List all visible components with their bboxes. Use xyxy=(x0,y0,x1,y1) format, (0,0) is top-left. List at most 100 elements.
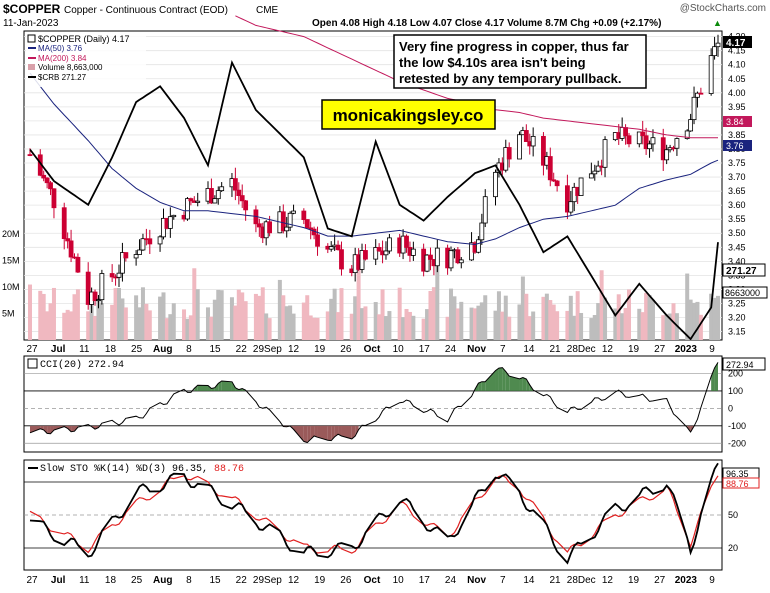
cci-legend: CCI(20) 272.94 xyxy=(27,358,124,371)
price-tick-label: 3.45 xyxy=(728,242,746,252)
legend-swatch-volume xyxy=(28,64,35,70)
volume-bar xyxy=(164,318,169,340)
candle-body xyxy=(691,96,697,121)
volume-bar xyxy=(421,318,426,340)
price-tick-label: 3.75 xyxy=(728,158,746,168)
price-tick-label: 3.40 xyxy=(728,256,746,266)
volume-bar xyxy=(688,299,693,340)
annotation-line-2: the low $4.10s area isn't being xyxy=(399,55,586,70)
date-tick-label: 26 xyxy=(340,344,352,355)
date-tick-label: 24 xyxy=(445,575,457,586)
volume-bar xyxy=(500,311,505,340)
volume-bar xyxy=(579,312,584,340)
candle-body xyxy=(715,42,721,48)
cci-fill-negative xyxy=(327,425,332,441)
volume-bar xyxy=(277,279,282,340)
cci-fill-positive xyxy=(714,362,718,391)
date-tick-label: 18 xyxy=(105,344,117,355)
volume-bar xyxy=(692,302,697,340)
volume-bar xyxy=(229,297,234,340)
candle-body xyxy=(479,222,485,241)
price-legend: $COPPER (Daily) 4.17 MA(50) 3.76 MA(200)… xyxy=(26,33,146,87)
sto-d-tag-bg xyxy=(722,477,760,489)
volume-bar xyxy=(555,311,560,340)
volume-bar xyxy=(716,295,720,340)
candle-body xyxy=(554,180,560,187)
volume-bar xyxy=(332,288,337,340)
date-axis-bottom: 27 Jul 11 18 25 Aug 8 15 22 29Sep 12 19 26 Oct 10 17 24 N… xyxy=(26,575,715,586)
volume-tag-bg xyxy=(722,286,768,299)
candle-body xyxy=(530,135,536,147)
candle-body xyxy=(195,200,201,203)
volume-bar xyxy=(698,314,703,340)
cci-axis: 200 100 0 -100 -200 xyxy=(728,368,746,448)
cci-fill-positive xyxy=(498,367,503,391)
volume-bar xyxy=(336,312,341,340)
volume-bar xyxy=(407,311,412,340)
price-tick-label: 3.50 xyxy=(728,228,746,238)
candle-body xyxy=(698,92,704,95)
candle-body xyxy=(602,139,608,168)
cci-fill-positive xyxy=(478,381,482,391)
volume-bar xyxy=(48,303,53,340)
volume-bar xyxy=(188,315,193,340)
candle-body xyxy=(674,138,680,149)
sto-tick-label: 20 xyxy=(728,543,738,553)
cci-fill-negative xyxy=(331,425,335,441)
volume-bar xyxy=(469,307,474,340)
cci-fill-negative xyxy=(303,425,308,443)
date-tick-label: 19 xyxy=(628,575,640,586)
date-tick-label: 2023 xyxy=(675,344,698,355)
candle-body xyxy=(688,119,694,132)
volume-bar xyxy=(240,292,245,340)
candle-body xyxy=(458,259,464,264)
date-tick-label: 9 xyxy=(709,575,715,586)
candle-body xyxy=(578,177,584,196)
candle-body xyxy=(96,299,101,302)
date-tick-label: 9 xyxy=(709,344,715,355)
candle-body xyxy=(219,186,225,192)
volume-bar xyxy=(493,310,498,340)
date-tick-label: 19 xyxy=(314,575,326,586)
volume-bar xyxy=(257,295,262,340)
symbol-title: $COPPER xyxy=(3,2,61,16)
candle-body xyxy=(147,238,153,245)
volume-bar xyxy=(161,292,166,340)
candle-body xyxy=(643,135,649,150)
sto-panel: Slow STO %K(14) %D(3) 96.35, 88.76 80502… xyxy=(23,459,760,571)
volume-bar xyxy=(404,308,409,340)
volume-bar xyxy=(45,311,50,340)
volume-bar xyxy=(527,316,532,340)
cci-fill-positive xyxy=(519,377,523,391)
date-tick-label: 18 xyxy=(105,575,117,586)
date-tick-label: 12 xyxy=(602,344,614,355)
volume-bar xyxy=(62,312,67,340)
brand-text: monicakingsley.co xyxy=(333,106,484,125)
candle-body xyxy=(48,182,53,190)
volume-bar xyxy=(620,313,625,340)
sto-tick-label: 50 xyxy=(728,510,738,520)
volume-bar xyxy=(353,296,358,340)
date-tick-label: Aug xyxy=(153,344,172,355)
candle-body xyxy=(188,198,194,202)
date-tick-label: 27 xyxy=(654,344,666,355)
volume-bar xyxy=(668,313,673,340)
candle-body xyxy=(109,273,115,278)
volume-bar xyxy=(544,293,549,340)
volume-bar xyxy=(479,302,484,340)
date-axis-top: 27 Jul 11 18 25 Aug 8 15 22 29Sep 12 19 26 Oct 10 17 24 N… xyxy=(26,344,715,355)
date-tick-label: 17 xyxy=(419,344,431,355)
cci-fill-positive xyxy=(221,380,232,391)
date-tick-label: 29Sep xyxy=(253,575,282,586)
candle-body xyxy=(564,185,570,213)
sto-title: Slow STO %K(14) %D(3) 96.35, 88.76 xyxy=(40,463,244,475)
volume-bar xyxy=(449,288,454,340)
volume-bar xyxy=(459,301,464,340)
date-tick-label: 25 xyxy=(131,575,143,586)
cci-fill-negative xyxy=(307,425,311,443)
sto-k-tag: 96.35 xyxy=(726,469,749,479)
price-tick-label: 4.15 xyxy=(728,46,746,56)
volume-tick-label: 10M xyxy=(2,282,20,292)
candle-body xyxy=(41,174,47,179)
